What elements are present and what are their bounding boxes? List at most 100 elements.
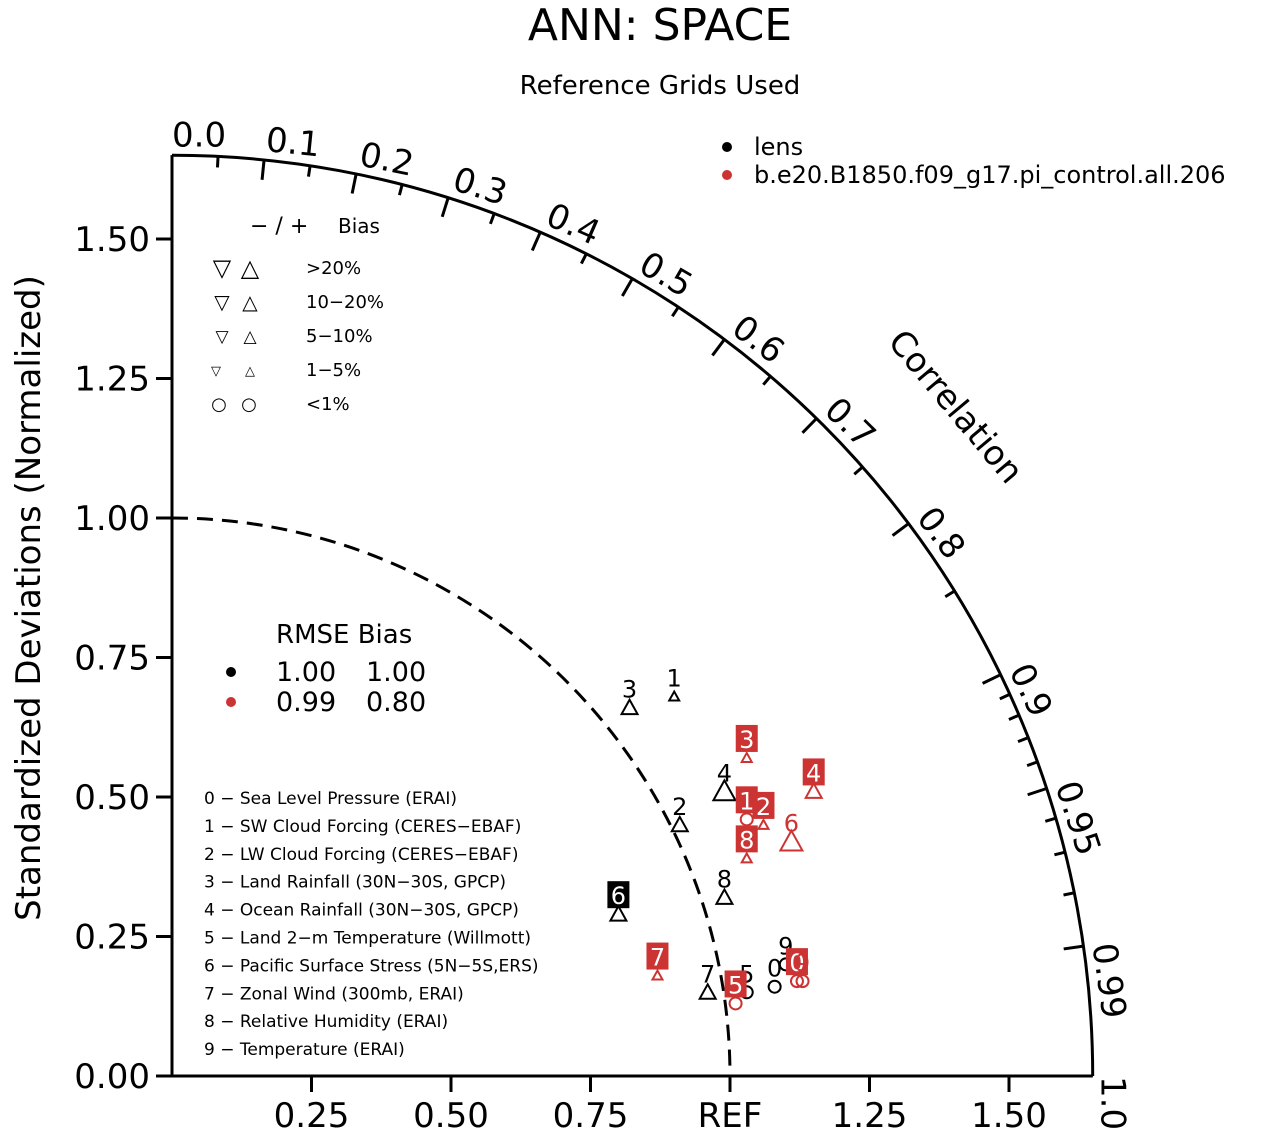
bias-legend-sign-header: − / + xyxy=(250,214,308,239)
point-label: 0 xyxy=(789,949,804,977)
data-point: 9 xyxy=(795,949,810,989)
variable-list-item: 4 − Ocean Rainfall (30N−30S, GPCP) xyxy=(204,901,519,921)
correlation-tick xyxy=(440,197,450,218)
correlation-tick-label: 0.8 xyxy=(909,500,973,567)
correlation-tick xyxy=(762,375,772,386)
point-label: 6 xyxy=(611,882,626,910)
bias-value: 1.00 xyxy=(366,657,426,688)
y-tick-label: 1.00 xyxy=(74,499,150,539)
correlation-tick xyxy=(853,465,864,476)
bias-legend-down-icon: ▽ xyxy=(211,364,221,379)
case-legend-item: lens xyxy=(722,133,803,161)
bias-legend-label: 10−20% xyxy=(306,292,384,313)
correlation-label: Correlation xyxy=(880,322,1031,491)
bias-legend-down-icon: ▽ xyxy=(215,327,229,347)
data-point: 8 xyxy=(735,825,758,864)
point-label: 7 xyxy=(700,960,715,988)
correlation-tick xyxy=(801,417,818,434)
x-tick-label: 1.25 xyxy=(832,1096,908,1135)
bias-legend-down-icon: ▽ xyxy=(214,290,230,314)
case-legend-item: b.e20.B1850.f09_g17.pi_control.all.206 xyxy=(722,161,1226,189)
point-label-box xyxy=(802,758,825,786)
point-marker-triangle xyxy=(670,814,690,833)
data-point: 7 xyxy=(646,942,669,981)
rmse-table-header: RMSE Bias xyxy=(276,620,412,650)
point-label: 4 xyxy=(717,759,732,787)
variable-list-item: 2 − LW Cloud Forcing (CERES−EBAF) xyxy=(204,845,518,865)
point-marker-triangle xyxy=(778,828,805,852)
correlation-tick xyxy=(711,338,726,357)
rmse-row-dot xyxy=(226,697,236,707)
correlation-tick xyxy=(1017,736,1029,744)
correlation-tick-label: 0.7 xyxy=(816,390,883,456)
correlation-tick xyxy=(1054,850,1066,857)
point-marker-triangle xyxy=(711,778,738,802)
point-label-box xyxy=(646,942,669,970)
correlation-tick xyxy=(891,522,910,537)
point-label: 2 xyxy=(756,793,771,821)
point-marker-triangle xyxy=(740,851,754,864)
variable-list-item: 5 − Land 2−m Temperature (Willmott) xyxy=(204,929,531,949)
std-dev-ticks: 0.00 0.25 0.50 0.75 1.00 1.25 1.50 xyxy=(74,220,172,1097)
correlation-tick xyxy=(215,156,220,168)
correlation-tick xyxy=(1044,816,1057,823)
data-point: 2 xyxy=(670,793,690,833)
point-label-box xyxy=(724,970,747,998)
y-tick-label: 0.50 xyxy=(74,778,150,818)
correlation-tick xyxy=(1008,713,1020,721)
bias-legend-down-icon: ▽ xyxy=(213,254,232,282)
variable-list-item: 1 − SW Cloud Forcing (CERES−EBAF) xyxy=(204,817,521,837)
point-label: 8 xyxy=(717,865,732,893)
correlation-tick xyxy=(621,277,634,297)
bias-legend-bias-header: Bias xyxy=(338,214,380,238)
case-legend-dot xyxy=(722,170,732,180)
point-marker-triangle xyxy=(667,689,681,702)
point-marker-triangle xyxy=(756,817,771,830)
case-legend-label: lens xyxy=(754,133,803,161)
correlation-tick xyxy=(999,692,1011,701)
point-label: 7 xyxy=(650,944,665,972)
data-point: 8 xyxy=(714,865,735,905)
correlation-tick-label: 0.0 xyxy=(172,115,226,155)
correlation-tick-label: 0.6 xyxy=(724,307,791,371)
variable-list-item: 6 − Pacific Surface Stress (5N−5S,ERS) xyxy=(204,956,539,976)
data-point: 1 xyxy=(667,665,682,702)
data-point: 6 xyxy=(778,810,805,852)
point-label-box xyxy=(752,791,775,819)
bias-legend-down-icon: ○ xyxy=(211,394,227,415)
point-label: 8 xyxy=(739,826,754,854)
correlation-tick-label: 0.2 xyxy=(356,135,417,185)
x-tick-label: 0.25 xyxy=(274,1096,350,1135)
y-axis-label: Standardized Deviations (Normalized) xyxy=(9,275,49,921)
bias-legend-up-icon: △ xyxy=(242,290,258,314)
bias-legend-label: 1−5% xyxy=(306,360,361,381)
correlation-tick xyxy=(1063,944,1084,951)
point-marker-triangle xyxy=(619,697,640,716)
correlation-tick xyxy=(530,231,542,252)
point-marker-circle xyxy=(795,974,810,989)
correlation-tick xyxy=(1063,891,1075,897)
variable-list-item: 3 − Land Rainfall (30N−30S, GPCP) xyxy=(204,873,506,893)
point-marker-triangle xyxy=(804,781,824,799)
correlation-tick xyxy=(981,673,1002,685)
rmse-row-dot xyxy=(226,667,236,677)
correlation-tick xyxy=(580,253,588,265)
bias-legend-up-icon: △ xyxy=(241,254,260,282)
data-point: 3 xyxy=(619,676,640,716)
correlation-tick-label: 1.0 xyxy=(1093,1076,1133,1130)
data-point: 7 xyxy=(697,960,718,1000)
bias-legend-up-icon: △ xyxy=(243,327,257,347)
point-label: 6 xyxy=(784,810,799,838)
x-tick-label: REF xyxy=(698,1096,763,1135)
correlation-tick-label: 0.1 xyxy=(264,120,322,165)
bias-legend-label: >20% xyxy=(306,258,361,279)
bias-legend-label: 5−10% xyxy=(306,326,373,347)
data-point: 1 xyxy=(735,786,758,827)
correlation-tick xyxy=(306,165,312,177)
data-point: 2 xyxy=(752,791,775,830)
point-label: 0 xyxy=(767,955,782,983)
bias-legend-label: <1% xyxy=(306,394,350,415)
variable-list: 0 − Sea Level Pressure (ERAI) 1 − SW Clou… xyxy=(204,789,539,1060)
